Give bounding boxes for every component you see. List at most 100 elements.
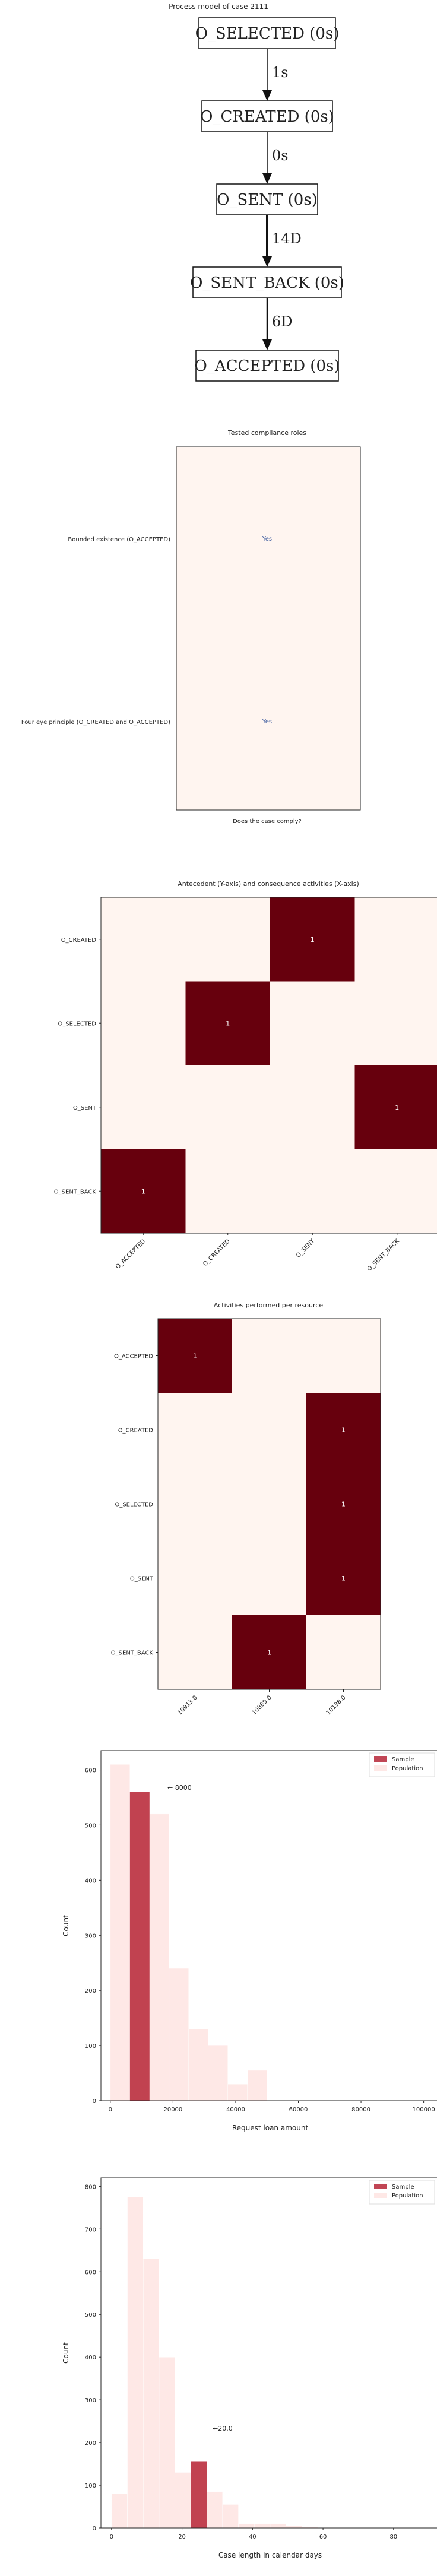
x-tick-label: O_SENT_BACK [366,1238,401,1272]
legend-swatch-population [374,1765,387,1771]
heatmap-cell [232,1467,307,1542]
y-tick-label: 400 [85,2355,96,2361]
loan-amount-histogram: 0 20000 40000 60000 80000 100000 0 100 200 300 400… [62,1750,437,2132]
heatmap-cell [354,1065,437,1149]
x-tick-label: 10889.0 [251,1694,273,1716]
process-edge-label: 14D [272,230,302,247]
compliance-title: Tested compliance roles [227,429,306,437]
y-tick-label: 400 [85,1878,96,1884]
legend-swatch-sample [374,1756,387,1762]
resource-title: Activities performed per resource [214,1301,323,1309]
x-tick-label: 0 [109,2107,112,2113]
heatmap-cell-value: 1 [226,1019,230,1027]
process-node [198,17,336,49]
heatmap-cell [270,1149,355,1234]
process-node-label: O_SENT (0s) [217,191,318,209]
compliance-value: Yes [262,719,272,725]
heatmap-cell [306,1615,381,1690]
y-tick-label: 300 [85,2397,96,2404]
x-tick-label: 60000 [289,2107,308,2113]
heatmap-cell [354,897,437,982]
x-axis-label: Request loan amount [232,2124,309,2132]
process-edge-arrow [262,339,272,350]
resource-heatmap: Activities performed per resource 1 1 1 1 1 O… [111,1301,381,1716]
process-node-label: O_SELECTED (0s) [195,25,340,43]
y-tick-label: O_SENT_BACK [111,1650,154,1657]
y-tick-label: O_CREATED [118,1428,154,1434]
process-edge-arrow [262,173,272,184]
heatmap-cell [306,1467,381,1542]
antecedent-title: Antecedent (Y-axis) and consequence acti… [178,880,359,888]
x-tick-label: 100000 [413,2107,435,2113]
population-bar [208,2045,228,2101]
compliance-row-label: Bounded existence (O_ACCEPTED) [68,536,170,543]
legend-label-sample: Sample [392,2184,414,2190]
heatmap-cell [306,1393,381,1468]
heatmap-cell [306,1541,381,1616]
y-tick-label: 0 [93,2098,96,2105]
population-bar [254,2523,271,2529]
x-tick-label: O_CREATED [202,1238,232,1268]
y-tick-label: O_SENT [130,1576,154,1583]
y-tick-label: 200 [85,1988,96,1994]
process-node-label: O_SENT_BACK (0s) [190,274,344,292]
heatmap-cell [270,897,355,982]
process-node-label: O_ACCEPTED (0s) [195,357,340,375]
legend-box [369,1752,435,1777]
plot-frame [100,2177,437,2529]
y-tick-label: O_ACCEPTED [114,1354,153,1360]
compliance-value: Yes [262,536,272,542]
legend-swatch-sample [374,2184,387,2189]
heatmap-cell-value: 1 [311,936,315,944]
heatmap-cell [158,1319,233,1393]
process-edge-arrow [262,256,272,267]
population-bar [270,2523,286,2529]
process-model-title: Process model of case 2111 [169,2,268,11]
y-tick-label: O_SENT_BACK [54,1189,97,1195]
legend-swatch-population [374,2193,387,2198]
population-bar [169,1968,189,2101]
x-tick-label: 40000 [226,2107,245,2113]
y-tick-label: 600 [85,1768,96,1774]
legend-label-population: Population [392,1765,423,1772]
process-node [192,266,342,298]
y-tick-label: 600 [85,2269,96,2276]
heatmap-cell [185,897,271,982]
heatmap-cell [270,981,355,1066]
process-edge-label: 6D [272,313,293,330]
y-tick-label: 700 [85,2226,96,2233]
heatmap-cell [232,1615,307,1690]
heatmap-cell [158,1467,233,1542]
y-axis-label: Count [62,2342,70,2364]
x-tick-label: 80 [390,2534,397,2540]
sample-annotation: ← 8000 [167,1784,192,1792]
heatmap-cell [354,1149,437,1234]
population-bar [227,2083,248,2101]
process-model-graph: Process model of case 2111 O_SELECTED (0… [169,2,344,382]
heatmap-cell [270,1065,355,1149]
x-tick-label: 10138.0 [325,1694,347,1716]
heatmap-cell [158,1393,233,1468]
y-tick-label: 500 [85,2312,96,2318]
population-bar [188,2028,209,2101]
heatmap-cell-value: 1 [341,1427,346,1434]
sample-annotation: ←20.0 [213,2425,233,2432]
population-bar [247,2070,267,2101]
y-axis-label: Count [62,1915,70,1936]
heatmap-cell-value: 1 [267,1649,271,1657]
heatmap-cell-value: 1 [193,1352,197,1360]
x-axis-label: Case length in calendar days [218,2551,322,2559]
population-bar [159,2356,175,2529]
heatmap-frame [100,897,437,1234]
population-bar [206,2491,223,2529]
x-tick-label: 10913.0 [177,1694,199,1716]
x-tick-label: 20 [178,2534,186,2540]
heatmap-cell-value: 1 [341,1575,346,1583]
heatmap-cell [101,1149,186,1234]
population-bar [143,2259,160,2529]
compliance-xlabel: Does the case comply? [233,818,302,825]
legend-label-population: Population [392,2193,423,2199]
y-tick-label: O_SELECTED [115,1502,153,1508]
y-tick-label: 100 [85,2043,96,2050]
